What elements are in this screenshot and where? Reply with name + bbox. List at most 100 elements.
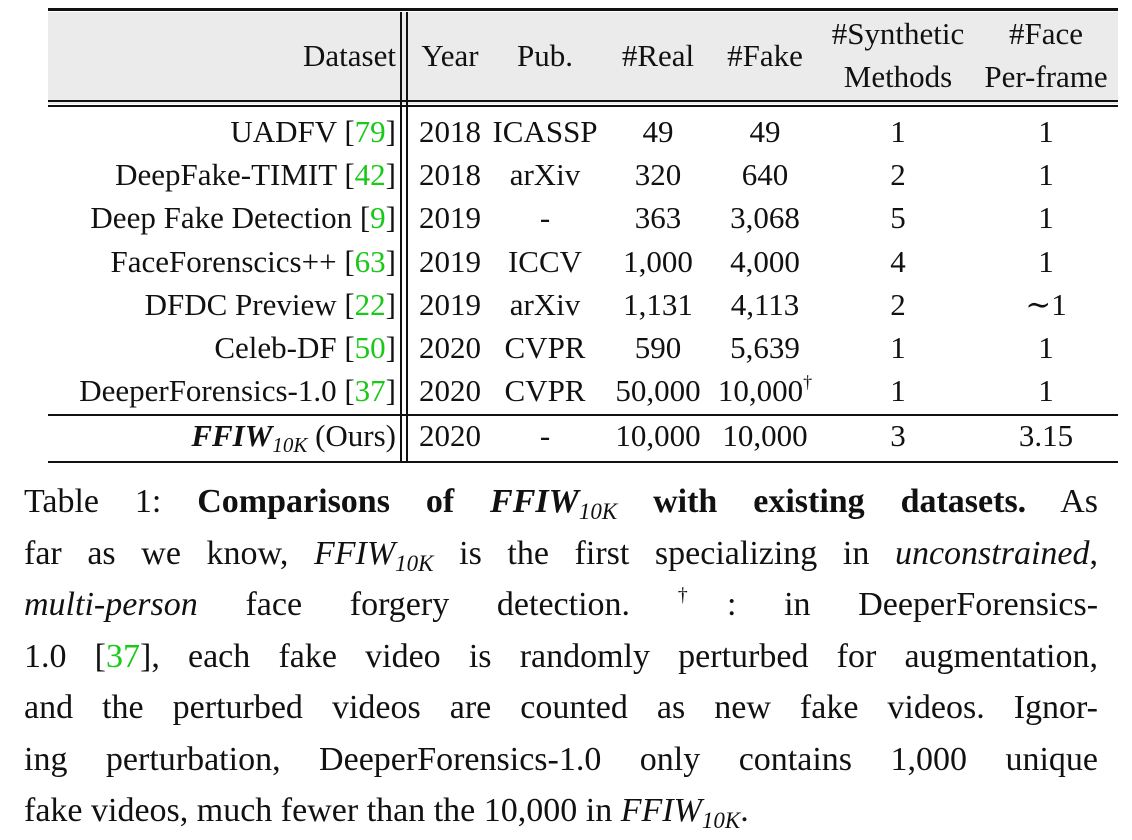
- header-rule-1: [48, 100, 1118, 102]
- table-cell-fake: 5,639: [710, 330, 820, 366]
- citation-link[interactable]: 63: [354, 244, 386, 279]
- bottom-rule: [48, 461, 1118, 463]
- ours-name: FFIW: [191, 418, 273, 453]
- header-face-line1: #Face: [1008, 16, 1084, 51]
- cell-value-year: 2020: [419, 330, 481, 365]
- ours-methods: 3: [890, 418, 906, 453]
- top-rule: [48, 8, 1118, 11]
- cell-value-year: 2019: [419, 244, 481, 279]
- table-cell-methods: 1: [820, 114, 976, 150]
- dataset-name: DeepFake-TIMIT: [115, 157, 337, 192]
- cell-value-real: 50,000: [615, 373, 701, 408]
- cite-open-bracket: [: [336, 287, 355, 322]
- table-cell-methods: 2: [820, 157, 976, 193]
- table-cell-real: 1,000: [606, 244, 710, 280]
- table-cell-real: 363: [606, 200, 710, 236]
- table-cell-methods: 4: [820, 244, 976, 280]
- cell-value-pub: CVPR: [504, 373, 586, 408]
- citation-link[interactable]: 50: [354, 330, 386, 365]
- caption-l2-b: is the first specializing in: [459, 534, 870, 572]
- table-cell-faces: ∼1: [976, 287, 1116, 323]
- dataset-name: DFDC Preview: [144, 287, 337, 322]
- cite-close-bracket: ]: [385, 287, 396, 322]
- caption-l3-b: face forgery detection.: [245, 586, 631, 623]
- caption-line-6: ing perturbation, DeeperForensics-1.0 on…: [24, 740, 1098, 778]
- cell-value-year: 2020: [419, 373, 481, 408]
- table-row-dataset: Celeb-DF [50]: [48, 330, 396, 366]
- caption-line-1: Table 1: Comparisons of FFIW10K with exi…: [24, 476, 1098, 528]
- citation-link[interactable]: 37: [354, 373, 386, 408]
- citation-link[interactable]: 79: [354, 114, 386, 149]
- cell-value-faces: ∼1: [1025, 287, 1067, 322]
- table-row-dataset: UADFV [79]: [48, 114, 396, 150]
- citation-link[interactable]: 22: [354, 287, 386, 322]
- cell-value-real: 590: [634, 330, 682, 365]
- table-cell-real: 320: [606, 157, 710, 193]
- cite-open-bracket: [: [336, 330, 355, 365]
- caption-l2-ital: unconstrained: [894, 534, 1090, 572]
- table-cell-pub: CVPR: [490, 373, 600, 409]
- table-cell-faces: 1: [976, 114, 1116, 150]
- cell-value-real: 1,131: [623, 287, 693, 322]
- caption-cite-link[interactable]: 37: [106, 637, 140, 675]
- cell-value-fake: 5,639: [730, 330, 800, 365]
- cell-value-real: 49: [642, 114, 674, 149]
- cell-value-methods: 2: [890, 157, 906, 192]
- ours-rule: [48, 414, 1118, 416]
- citation-link[interactable]: 42: [354, 157, 386, 192]
- table-cell-year: 2020: [410, 330, 490, 366]
- cell-value-pub: arXiv: [509, 157, 581, 192]
- cite-open-bracket: [: [336, 114, 355, 149]
- caption-line-7: fake videos, much fewer than the 10,000 …: [24, 785, 1098, 837]
- header-face-line2: Per-frame: [984, 59, 1108, 94]
- citation-link[interactable]: 9: [370, 200, 386, 235]
- cell-value-real: 363: [634, 200, 682, 235]
- table-cell-pub: arXiv: [490, 157, 600, 193]
- cell-value-faces: 1: [1038, 373, 1054, 408]
- header-pub: Pub.: [517, 38, 573, 73]
- caption-bold-sub: 10K: [578, 499, 618, 524]
- cell-value-methods: 1: [890, 330, 906, 365]
- caption-l3-c: : in DeeperForensics-: [726, 586, 1099, 623]
- table-cell-faces: 1: [976, 157, 1116, 193]
- caption-line-2: far as we know, FFIW10K is the first spe…: [24, 528, 1098, 580]
- caption-l1-tail: As: [1060, 483, 1098, 520]
- cite-close-bracket: ]: [385, 373, 396, 408]
- cell-value-methods: 4: [890, 244, 906, 279]
- caption-l4-a: 1.0 [: [24, 637, 106, 675]
- cite-close-bracket: ]: [385, 330, 396, 365]
- caption-line-4: 1.0 [37], each fake video is randomly pe…: [24, 631, 1098, 683]
- header-synthetic-line1: #Synthetic: [831, 16, 965, 51]
- caption-label: Table 1:: [24, 483, 162, 520]
- table-cell-year: 2018: [410, 157, 490, 193]
- dataset-name: UADFV: [230, 114, 337, 149]
- table-cell-year: 2019: [410, 244, 490, 280]
- column-divider-2: [406, 12, 408, 461]
- table-row-dataset: DFDC Preview [22]: [48, 287, 396, 323]
- cite-open-bracket: [: [336, 244, 355, 279]
- table-cell-real: 590: [606, 330, 710, 366]
- header-synthetic-line2: Methods: [843, 59, 953, 94]
- cell-value-year: 2018: [419, 114, 481, 149]
- cell-value-pub: arXiv: [509, 287, 581, 322]
- caption-bold-lead: Comparisons of: [197, 483, 455, 520]
- cell-value-fake: 10,000: [717, 373, 804, 408]
- table-cell-fake: 4,113: [710, 287, 820, 323]
- table-cell-faces: 1: [976, 373, 1116, 409]
- caption-bold-name: FFIW: [490, 483, 579, 520]
- table-cell-methods: 1: [820, 330, 976, 366]
- header-fake: #Fake: [727, 38, 803, 73]
- header-shading: [48, 12, 1118, 104]
- cell-value-faces: 1: [1038, 157, 1054, 192]
- cell-value-methods: 2: [890, 287, 906, 322]
- ours-pub: -: [539, 418, 551, 453]
- column-divider-1: [400, 12, 402, 461]
- ours-faces: 3.15: [1018, 418, 1074, 453]
- caption-l7-sub: 10K: [701, 808, 741, 833]
- table-cell-fake: 3,068: [710, 200, 820, 236]
- cell-value-faces: 1: [1038, 200, 1054, 235]
- table-cell-fake: 49: [710, 114, 820, 150]
- cell-value-year: 2019: [419, 287, 481, 322]
- header-year: Year: [421, 38, 479, 73]
- table-caption: Table 1: Comparisons of FFIW10K with exi…: [24, 476, 1098, 837]
